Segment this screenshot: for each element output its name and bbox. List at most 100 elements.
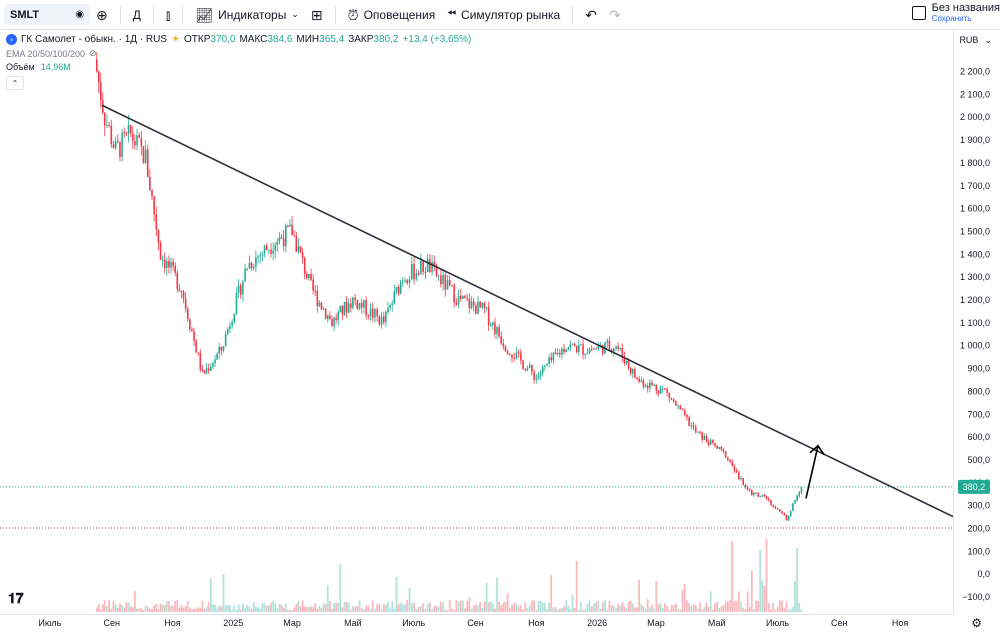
volume-bar [711,609,714,612]
candle-body [146,149,149,177]
volume-bar [670,605,673,612]
volume-bars [95,538,803,612]
candle-body [233,313,236,323]
volume-bar [485,582,488,612]
candle-body [563,348,565,353]
candle-body [97,71,100,83]
candle-body [270,249,272,254]
volume-bar [563,606,565,612]
candle-body [767,498,770,501]
volume-bar [316,608,319,612]
volume-bar [435,605,438,612]
layout-save[interactable]: Без названия Сохранить [911,2,1000,23]
candle-body [705,435,708,442]
candle-body [295,235,298,252]
time-axis[interactable]: Июль Сен Ноя 2025 Мар Май Июль Сен Ноя 2026 Мар Май… [38,618,908,628]
volume-bar [341,607,344,612]
volume-row[interactable]: Объём 14,96M [6,62,471,72]
candle-body [677,405,679,407]
candle-body [189,319,191,330]
symbol-search[interactable]: SMLT ◉ [4,4,90,25]
volume-bar [119,603,121,612]
compare-button[interactable]: ⊕ [90,3,114,27]
volume-bar [683,583,686,612]
replay-button[interactable]: ⏪︎ Симулятор рынка [441,3,566,27]
candle-body [588,349,591,354]
volume-bar [675,603,677,612]
volume-bar [541,602,544,612]
volume-bar [335,602,338,612]
redo-button[interactable]: ↷ [603,3,627,27]
volume-bar [794,580,796,612]
candle-body [526,368,529,371]
indicators-button[interactable]: 📈︎ Индикаторы ⌄ [189,3,305,27]
sun-icon: ☀ [171,34,181,45]
volume-bar [195,608,198,612]
price-tick-label: 900,0 [967,364,990,374]
candle-body [393,291,396,304]
candle-body [184,298,187,309]
volume-bar [426,603,429,612]
volume-bar [97,604,100,612]
candle-body [692,425,695,428]
volume-bar [606,609,609,612]
candle-body [417,273,420,275]
volume-bar [588,600,591,612]
interval-button[interactable]: Д [127,3,147,27]
candle-body [406,280,409,284]
candle-body [123,132,126,134]
volume-bar [291,609,294,612]
layout-save-link[interactable]: Сохранить [931,13,972,23]
candle-body [339,305,342,313]
volume-bar [597,600,600,612]
candle-body [690,425,693,427]
last-price-badge-text: 380,2 [963,482,986,492]
volume-bar [424,609,427,612]
currency-selector[interactable]: RUB ⌄ [959,35,992,46]
candle-body [314,290,317,292]
collapse-legend-button[interactable]: ⌃ [6,76,24,90]
volume-bar [479,601,482,612]
time-tick-label: Сен [831,618,848,628]
layout-checkbox[interactable] [911,5,926,20]
eye-off-icon[interactable]: ⊘ [89,48,97,58]
volume-bar [363,609,365,612]
volume-bar [168,600,170,612]
volume-bar [666,605,668,612]
candle-body [446,279,449,290]
arrow-drawing[interactable] [805,444,825,499]
price-axis[interactable]: 2 200,0 2 100,0 2 000,0 1 900,0 1 800,0 1 700… [960,67,990,603]
trendline[interactable] [101,104,954,518]
volume-bar [108,600,111,612]
legend-title[interactable]: ГК Самолет - обыкн. · 1Д · RUS [21,34,168,45]
volume-bar [692,604,695,612]
candle-body [161,259,164,261]
candle-body [224,334,227,347]
volume-bar [595,601,598,612]
volume-bar [615,608,617,612]
ema-row[interactable]: EMA 20/50/100/200 ⊘ [6,48,471,59]
volume-bar [646,599,649,612]
undo-button[interactable]: ↶ [579,3,603,27]
legend-main-row: › ГК Самолет - обыкн. · 1Д · RUS ☀ ОТКР 3… [6,34,471,45]
volume-bar [659,602,662,612]
time-tick-label: Ноя [164,618,181,628]
volume-bar [539,600,542,612]
volume-bar [720,606,723,612]
candle-body [796,495,798,501]
gear-icon[interactable]: ⚙ [971,616,982,630]
price-tick-label: 1 600,0 [960,204,990,214]
volume-bar [694,604,697,612]
volume-bar [116,607,119,612]
candle-body [634,369,636,378]
candle-body [413,263,415,280]
volume-bar [459,600,462,612]
volume-bar [470,608,473,612]
alerts-button[interactable]: ⏰︎ Оповещения [342,3,442,27]
chart-type-button[interactable]: ⫾ [160,3,176,27]
candle-body [586,353,589,355]
close-label: ЗАКР [348,34,374,45]
volume-bar [575,561,578,612]
templates-button[interactable]: ⊞ [305,3,329,27]
